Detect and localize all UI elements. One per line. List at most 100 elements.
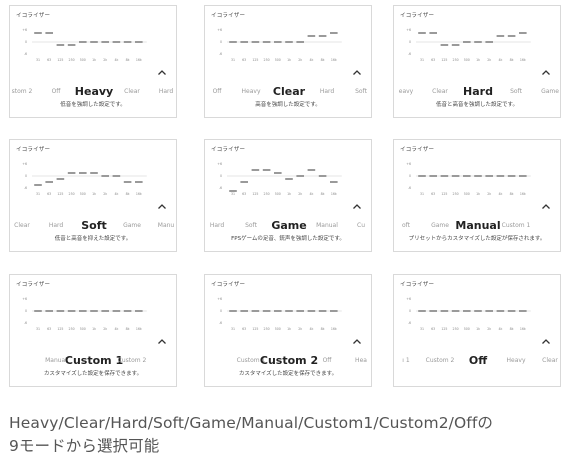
mode-option[interactable]: ı 1 [402,357,410,364]
mode-selector[interactable]: Clear Hard Soft Game Manu [10,218,176,234]
chevron-up-icon[interactable] [541,203,551,210]
eq-band-label: 125 [57,192,63,196]
eq-y-tick-label: 0 [409,40,411,44]
mode-selector[interactable]: stom 2 Off Heavy Clear Hard [10,84,176,100]
chevron-up-icon[interactable] [352,338,362,345]
eq-band-label: 8k [510,327,514,331]
eq-band-label: 16k [331,327,337,331]
eq-band-label: 31 [36,327,40,331]
eq-band-label: 16k [136,58,142,62]
chevron-up-icon[interactable] [541,69,551,76]
eq-band-label: 1k [476,327,480,331]
mode-option[interactable]: Custom 2 [425,357,455,364]
mode-description: FPSゲームの足音、銃声を強調した設定です。 [231,236,345,242]
eq-band-label: 1k [92,58,96,62]
eq-band-label: 63 [242,192,246,196]
chevron-up-icon[interactable] [352,203,362,210]
eq-band-label: 4k [114,58,118,62]
mode-option-selected[interactable]: Off [468,354,488,367]
mode-option[interactable]: Game [123,222,141,229]
mode-option[interactable]: Clear [14,222,30,229]
eq-band-label: 2k [487,58,491,62]
chevron-up-icon[interactable] [157,338,167,345]
chevron-up-icon[interactable] [157,69,167,76]
mode-option[interactable]: stom 2 [11,88,33,95]
chevron-up-icon[interactable] [352,69,362,76]
mode-option[interactable]: Game [541,88,559,95]
mode-option[interactable]: Heavy [506,357,526,364]
eq-band-label: 16k [520,192,526,196]
mode-option[interactable]: Custom 2 [117,357,147,364]
mode-selector[interactable]: oft Game Manual Custom 1 [394,218,560,234]
mode-option[interactable]: Custom 1 [236,357,266,364]
mode-description: カスタマイズした設定を保存できます。 [238,371,338,377]
mode-option[interactable]: Clear [124,88,140,95]
mode-option[interactable]: Manu [157,222,175,229]
mode-option[interactable]: Soft [245,222,257,229]
mode-selector[interactable]: Manual Custom 1 Custom 2 [10,353,176,369]
mode-option[interactable]: Clear [542,357,558,364]
mode-option[interactable]: Soft [510,88,522,95]
eq-y-tick-label: 0 [220,40,222,44]
mode-option-selected[interactable]: Manual [455,219,501,232]
mode-option[interactable]: Clear [432,88,448,95]
mode-option[interactable]: Hea [355,357,367,364]
mode-option-selected[interactable]: Game [271,219,307,232]
equalizer-card: イコライザー +6 0 -6 31 63 125 250 500 1k 2k 4k 8k 16k Custo… [204,274,372,387]
eq-y-tick-label: -6 [408,186,411,190]
mode-option[interactable]: Off [322,357,332,364]
mode-selector[interactable]: ı 1 Custom 2 Off Heavy Clear [394,353,560,369]
eq-band-label: 63 [47,192,51,196]
mode-option-selected[interactable]: Heavy [74,85,114,98]
mode-option[interactable]: Off [51,88,61,95]
eq-band-label: 31 [420,327,424,331]
eq-band-label: 63 [242,327,246,331]
mode-selector[interactable]: eavy Clear Hard Soft Game [394,84,560,100]
mode-selector[interactable]: Custom 1 Custom 2 Off Hea [205,353,371,369]
mode-option-selected[interactable]: Custom 1 [64,354,124,367]
eq-y-tick-label: +6 [22,162,27,166]
mode-option[interactable]: Game [431,222,449,229]
eq-band-label: 63 [47,58,51,62]
eq-band-label: 125 [441,192,447,196]
mode-option-selected[interactable]: Soft [81,219,107,232]
chevron-up-icon[interactable] [541,338,551,345]
mode-option[interactable]: Cu [357,222,365,229]
mode-option[interactable]: Off [212,88,222,95]
mode-selector[interactable]: Hard Soft Game Manual Cu [205,218,371,234]
eq-band-label: 63 [431,192,435,196]
mode-option[interactable]: Heavy [241,88,261,95]
equalizer-title: イコライザー [16,147,51,153]
mode-option[interactable]: Custom 1 [501,222,531,229]
eq-band-label: 4k [114,327,118,331]
eq-y-tick-label: 0 [25,309,27,313]
mode-option[interactable]: Hard [319,88,335,95]
eq-band-label: 8k [510,192,514,196]
equalizer-card: イコライザー +6 0 -6 31 63 125 250 500 1k 2k 4k 8k 16k eavy C… [393,5,561,118]
eq-band-label: 8k [126,58,130,62]
mode-option[interactable]: Hard [209,222,225,229]
mode-option[interactable]: Manual [45,357,67,364]
mode-option[interactable]: Soft [355,88,367,95]
mode-option[interactable]: Hard [158,88,174,95]
mode-option-selected[interactable]: Hard [463,85,493,98]
mode-description: プリセットからカスタマイズした設定が保存されます。 [408,236,546,242]
mode-option[interactable]: eavy [398,88,414,95]
eq-y-tick-label: 0 [409,174,411,178]
mode-option[interactable]: oft [401,222,411,229]
eq-band-label: 4k [309,327,313,331]
mode-option[interactable]: Hard [48,222,64,229]
mode-option-selected[interactable]: Clear [272,85,306,98]
eq-band-label: 63 [431,327,435,331]
equalizer-card: イコライザー +6 0 -6 31 63 125 250 500 1k 2k 4k 8k 16k Hard S… [204,139,372,252]
mode-option-selected[interactable]: Custom 2 [259,354,319,367]
eq-y-tick-label: +6 [406,28,411,32]
equalizer-chart: +6 0 -6 31 63 125 250 500 1k 2k 4k 8k 16k [22,297,147,331]
eq-band-label: 125 [57,58,63,62]
equalizer-card: イコライザー +6 0 -6 31 63 125 250 500 1k 2k 4k 8k 16k stom … [9,5,177,118]
eq-y-tick-label: +6 [22,28,27,32]
mode-selector[interactable]: Off Heavy Clear Hard Soft [205,84,371,100]
eq-band-label: 4k [498,192,502,196]
chevron-up-icon[interactable] [157,203,167,210]
mode-option[interactable]: Manual [316,222,338,229]
